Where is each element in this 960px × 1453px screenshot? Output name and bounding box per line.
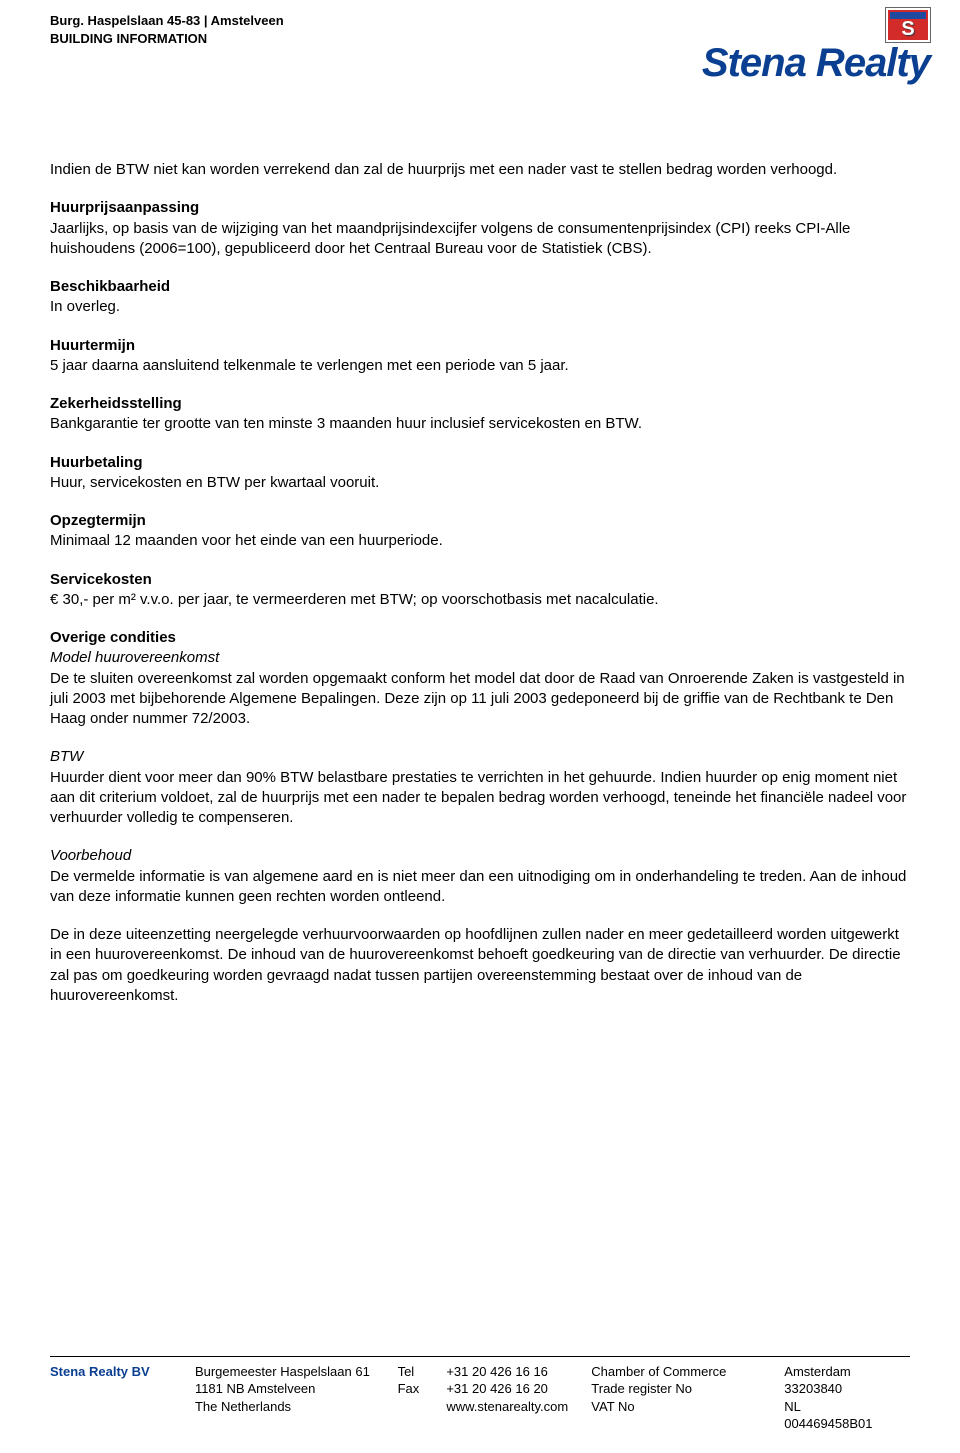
section-text: Bankgarantie ter grootte van ten minste … [50,415,642,432]
section-zekerheidsstelling: Zekerheidsstelling Bankgarantie ter groo… [50,394,910,435]
footer-addr-line2: 1181 NB Amstelveen [195,1380,380,1398]
section-text: 5 jaar daarna aansluitend telkenmale te … [50,357,569,374]
footer-fax-value: +31 20 426 16 20 [446,1380,573,1398]
section-beschikbaarheid: Beschikbaarheid In overleg. [50,277,910,318]
header-subtitle: BUILDING INFORMATION [50,30,284,48]
header-block: Burg. Haspelslaan 45-83 | Amstelveen BUI… [50,12,284,47]
footer-tel-value: +31 20 426 16 16 [446,1363,573,1381]
subsection-title: Model huurovereenkomst [50,649,219,666]
section-heading: Opzegtermijn [50,512,146,529]
section-text: Minimaal 12 maanden voor het einde van e… [50,532,443,549]
section-heading: Huurtermijn [50,337,135,354]
footer-divider [50,1356,910,1357]
intro-paragraph: Indien de BTW niet kan worden verrekend … [50,160,910,180]
section-heading: Beschikbaarheid [50,278,170,295]
section-heading: Huurbetaling [50,454,143,471]
logo-block: Stena Realty [630,8,930,83]
subsection-text: Huurder dient voor meer dan 90% BTW bela… [50,769,906,827]
subsection-title: BTW [50,748,83,765]
footer-coc-label: Chamber of Commerce [591,1363,766,1381]
section-heading: Huurprijsaanpassing [50,199,199,216]
footer-trade-label: Trade register No [591,1380,766,1398]
section-overige-condities: Overige condities Model huurovereenkomst… [50,628,910,729]
footer-legal-values: Amsterdam 33203840 NL 004469458B01 [784,1363,910,1433]
document-body: Indien de BTW niet kan worden verrekend … [50,160,910,1006]
section-huurtermijn: Huurtermijn 5 jaar daarna aansluitend te… [50,336,910,377]
section-huurprijsaanpassing: Huurprijsaanpassing Jaarlijks, op basis … [50,198,910,259]
section-heading: Zekerheidsstelling [50,395,182,412]
section-heading: Overige condities [50,629,176,646]
footer-web-value: www.stenarealty.com [446,1398,573,1416]
footer-vat-value: NL 004469458B01 [784,1398,892,1433]
footer-coc-value: Amsterdam [784,1363,892,1381]
footer-trade-value: 33203840 [784,1380,892,1398]
subsection-text: De vermelde informatie is van algemene a… [50,868,906,905]
footer-addr-line3: The Netherlands [195,1398,380,1416]
section-opzegtermijn: Opzegtermijn Minimaal 12 maanden voor he… [50,511,910,552]
section-text: Huur, servicekosten en BTW per kwartaal … [50,474,379,491]
logo-brand-text: Stena Realty [702,41,930,85]
section-servicekosten: Servicekosten € 30,- per m² v.v.o. per j… [50,570,910,611]
footer-contact-values: +31 20 426 16 16 +31 20 426 16 20 www.st… [446,1363,591,1433]
footer-vat-label: VAT No [591,1398,766,1416]
footer-tel-label: Tel [398,1363,429,1381]
section-text: In overleg. [50,298,120,315]
subsection-text: De te sluiten overeenkomst zal worden op… [50,670,905,728]
section-text: Jaarlijks, op basis van de wijziging van… [50,220,850,257]
section-btw: BTW Huurder dient voor meer dan 90% BTW … [50,747,910,828]
footer-contact-labels: Tel Fax [398,1363,447,1433]
footer-fax-label: Fax [398,1380,429,1398]
section-voorbehoud: Voorbehoud De vermelde informatie is van… [50,846,910,907]
footer-legal-labels: Chamber of Commerce Trade register No VA… [591,1363,784,1433]
section-heading: Servicekosten [50,571,152,588]
section-huurbetaling: Huurbetaling Huur, servicekosten en BTW … [50,453,910,494]
property-line: Burg. Haspelslaan 45-83 | Amstelveen [50,12,284,30]
footer-address: Burgemeester Haspelslaan 61 1181 NB Amst… [195,1363,398,1433]
closing-paragraph: De in deze uiteenzetting neergelegde ver… [50,925,910,1006]
logo-flag-icon [886,8,930,42]
subsection-title: Voorbehoud [50,847,131,864]
footer-addr-line1: Burgemeester Haspelslaan 61 [195,1363,380,1381]
page-footer: Stena Realty BV Burgemeester Haspelslaan… [50,1356,910,1433]
section-text: € 30,- per m² v.v.o. per jaar, te vermee… [50,591,659,608]
footer-company: Stena Realty BV [50,1363,195,1433]
